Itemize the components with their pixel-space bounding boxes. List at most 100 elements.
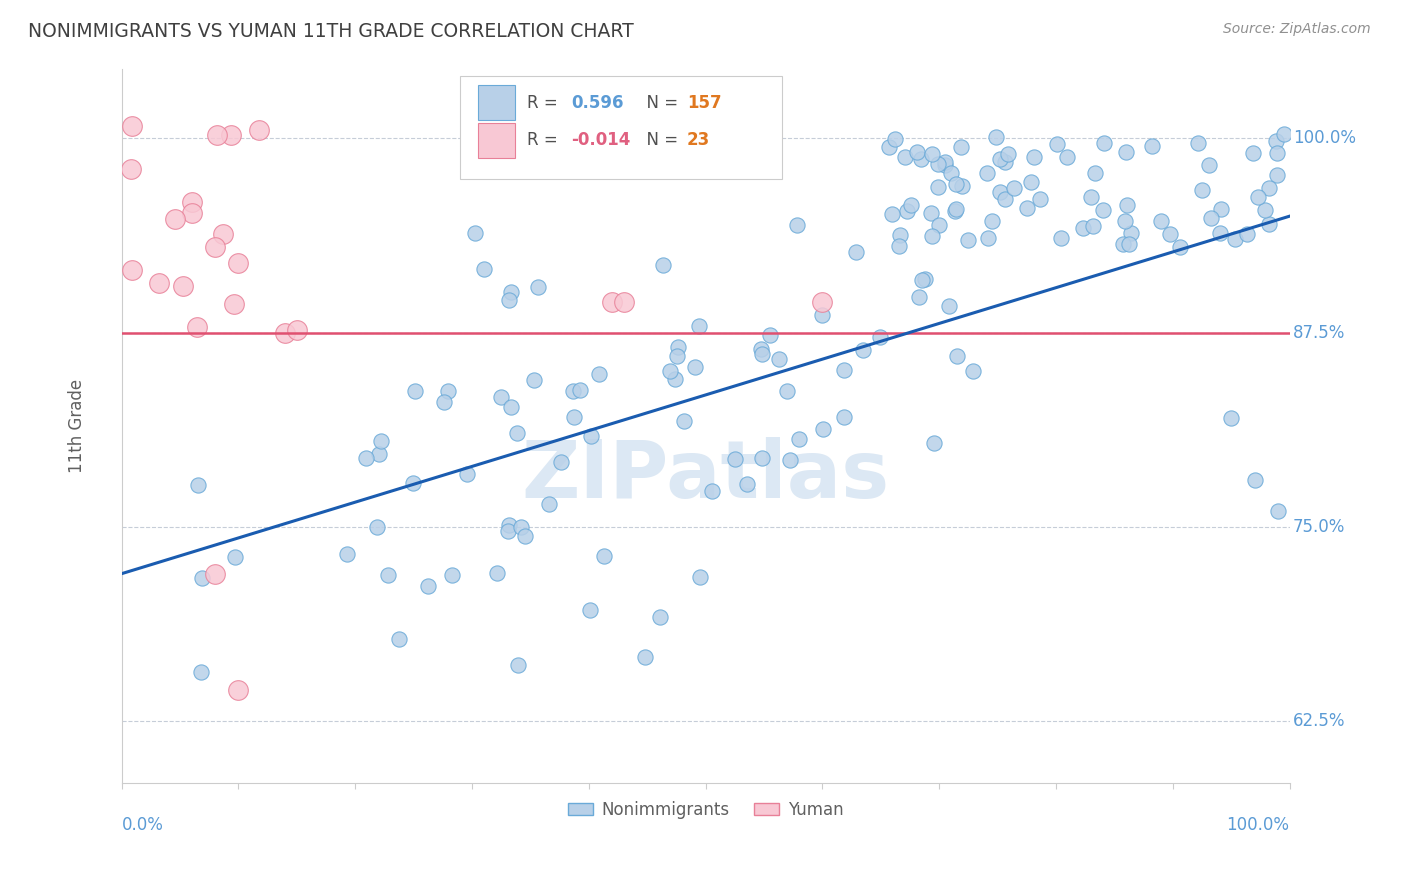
Point <box>568 383 591 397</box>
Point <box>928 218 950 232</box>
Point <box>1080 190 1102 204</box>
Point <box>228 683 250 698</box>
Point <box>952 179 974 194</box>
Point <box>1257 181 1279 195</box>
Point <box>1084 166 1107 180</box>
Point <box>934 155 956 169</box>
Point <box>834 409 856 424</box>
Point <box>336 547 359 561</box>
Point <box>922 436 945 450</box>
Point <box>914 272 936 286</box>
Point <box>1159 227 1181 241</box>
Text: 11th Grade: 11th Grade <box>69 379 86 473</box>
Point <box>900 198 922 212</box>
Point <box>1028 192 1050 206</box>
Text: 100.0%: 100.0% <box>1226 815 1289 834</box>
Point <box>1112 237 1135 252</box>
Text: R =: R = <box>527 94 562 112</box>
Text: N =: N = <box>636 94 683 112</box>
Point <box>204 240 226 254</box>
Point <box>1264 135 1286 149</box>
Text: 23: 23 <box>688 131 710 149</box>
Point <box>247 123 270 137</box>
Point <box>768 352 790 367</box>
Point <box>911 272 934 286</box>
Point <box>977 231 1000 245</box>
Point <box>688 319 710 334</box>
Point <box>658 364 681 378</box>
Point <box>1265 168 1288 182</box>
Point <box>1223 232 1246 246</box>
Point <box>921 147 943 161</box>
Point <box>666 349 689 363</box>
Point <box>1187 136 1209 150</box>
Point <box>1191 183 1213 197</box>
FancyBboxPatch shape <box>460 76 782 179</box>
Point <box>498 293 520 308</box>
Point <box>751 347 773 361</box>
Point <box>943 204 966 219</box>
Point <box>388 632 411 646</box>
Point <box>724 452 747 467</box>
Point <box>787 432 810 446</box>
Text: ZIPatlas: ZIPatlas <box>522 437 890 515</box>
Point <box>600 294 623 309</box>
Point <box>1140 138 1163 153</box>
Point <box>1254 203 1277 218</box>
Point <box>121 119 143 133</box>
Point <box>920 206 942 220</box>
Point <box>869 329 891 343</box>
Point <box>1168 239 1191 253</box>
Point <box>190 665 212 679</box>
Point <box>440 568 463 582</box>
Point <box>1149 213 1171 227</box>
Point <box>191 571 214 585</box>
Point <box>751 342 773 356</box>
Point <box>905 145 928 159</box>
Point <box>1092 136 1115 151</box>
Point <box>527 279 550 293</box>
Point <box>1019 175 1042 189</box>
Point <box>889 227 911 242</box>
Point <box>949 140 972 154</box>
Point <box>416 579 439 593</box>
Point <box>354 450 377 465</box>
Point <box>366 520 388 534</box>
Point <box>432 395 454 409</box>
Point <box>485 566 508 581</box>
Point <box>581 429 603 443</box>
Point <box>910 152 932 166</box>
Point <box>121 263 143 277</box>
Point <box>735 477 758 491</box>
Point <box>811 294 834 309</box>
Point <box>1267 504 1289 518</box>
Point <box>1246 190 1268 204</box>
Point <box>180 195 202 210</box>
Text: 75.0%: 75.0% <box>1294 518 1346 536</box>
Point <box>1198 158 1220 172</box>
Point <box>285 323 308 337</box>
Point <box>880 207 903 221</box>
Point <box>219 128 242 142</box>
Point <box>1118 236 1140 251</box>
Text: 62.5%: 62.5% <box>1294 713 1346 731</box>
Point <box>1199 211 1222 226</box>
Point <box>1091 202 1114 217</box>
Point <box>1272 127 1295 141</box>
Point <box>506 658 529 673</box>
Point <box>945 178 967 192</box>
Point <box>472 262 495 277</box>
Point <box>172 279 194 293</box>
FancyBboxPatch shape <box>478 122 515 158</box>
Point <box>832 363 855 377</box>
Point <box>437 384 460 399</box>
Point <box>673 414 696 428</box>
Point <box>980 214 1002 228</box>
Point <box>664 372 686 386</box>
Text: 87.5%: 87.5% <box>1294 324 1346 342</box>
Point <box>845 244 868 259</box>
Point <box>1015 201 1038 215</box>
Point <box>224 297 246 311</box>
Point <box>776 384 799 398</box>
Point <box>228 256 250 270</box>
